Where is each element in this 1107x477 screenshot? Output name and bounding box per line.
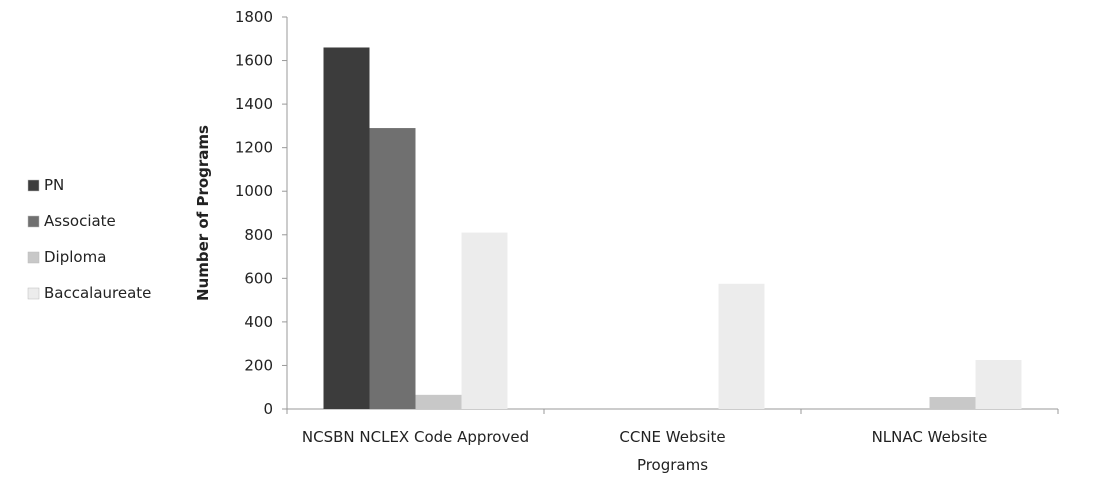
legend-swatch-associate [27,215,40,228]
x-tick-label: NCSBN NCLEX Code Approved [302,428,529,446]
y-tick-label: 200 [244,356,273,374]
y-tick-label: 1000 [235,182,273,200]
legend-swatch-baccalaureate [27,287,40,300]
bars [323,47,1022,410]
y-tick-label: 1200 [235,139,273,157]
bar-baccalaureate-3 [975,360,1022,409]
legend-label-pn: PN [44,176,64,194]
y-tick-label: 1600 [235,52,273,70]
legend-label-baccalaureate: Baccalaureate [44,284,151,302]
bar-diploma-3 [929,397,976,409]
x-tick-label: CCNE Website [619,428,725,446]
y-tick-label: 400 [244,313,273,331]
y-tick-label: 0 [263,400,273,418]
legend-label-diploma: Diploma [44,248,106,266]
y-tick-label: 600 [244,269,273,287]
y-tick-label: 1800 [235,8,273,26]
y-axis-label: Number of Programs [194,125,212,301]
bar-baccalaureate-2 [718,283,765,409]
x-axis-label: Programs [637,456,708,474]
legend-swatch-pn [27,179,40,192]
legend-swatch-diploma [27,251,40,264]
x-tick-label: NLNAC Website [872,428,988,446]
x-axis-ticks: NCSBN NCLEX Code Approved CCNE Website NLN… [286,409,1059,446]
y-tick-label: 1400 [235,95,273,113]
bar-baccalaureate-1 [461,232,508,409]
legend-label-associate: Associate [44,212,116,230]
y-axis-ticks: 0 200 400 600 800 1000 1200 1400 1600 1800 [235,8,287,418]
bar-associate-1 [369,128,416,410]
y-tick-label: 800 [244,226,273,244]
bar-pn-1 [323,47,370,409]
legend: PN Associate Diploma Baccalaureate [27,176,151,302]
bar-diploma-1 [415,394,462,409]
